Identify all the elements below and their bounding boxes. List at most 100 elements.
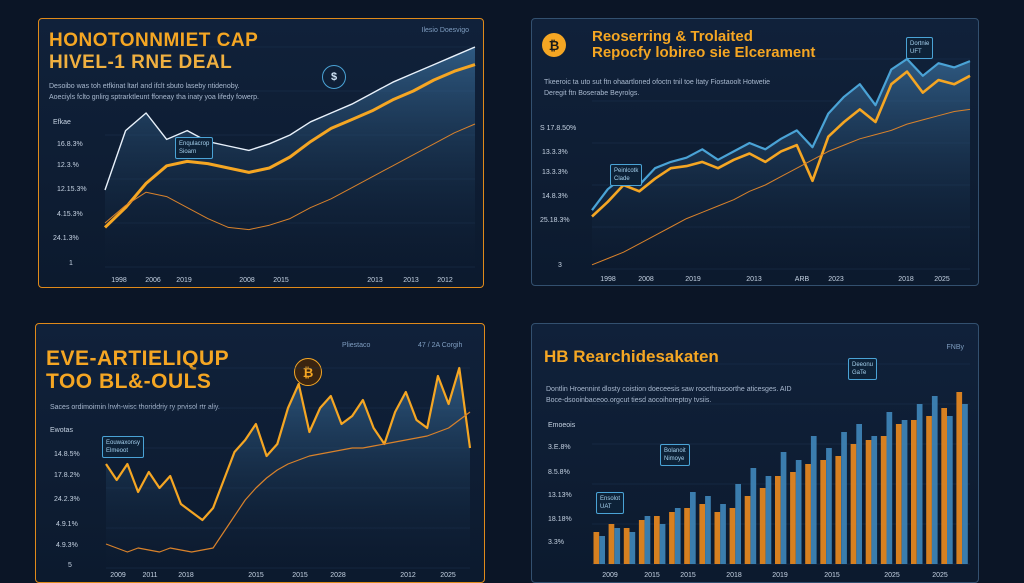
bar-orange [805,464,811,564]
bar-blue [826,448,832,564]
bar-orange [638,520,645,564]
x-tick-label: 2008 [638,276,654,283]
x-tick-label: 1998 [600,276,616,283]
callout-line: Dortnie [910,41,930,47]
bar-orange [926,416,932,564]
area-fill [592,59,970,269]
x-tick-label: ARB [794,276,810,283]
y-tick-label: 1 [69,260,73,267]
y-tick-label: 14.8.3% [542,193,568,200]
y-tick-label: 3 [558,262,562,269]
bar-orange [850,444,857,564]
panel-description-line-1: Desoibo was toh etfkinat ltarl and ifclt… [49,83,240,90]
series-line-blue [591,57,971,211]
panel-description-line-1: Tkeeroic ta uto sut ftn ohaartloned ofoc… [544,79,771,86]
bar-blue [659,524,666,564]
x-tick-label: 2012 [437,277,453,284]
series-line-trend [105,411,471,553]
y-tick-label: 13.3.3% [542,149,568,156]
y-tick-label: 24.1.3% [53,235,79,242]
bar-orange [880,436,887,564]
series-line-orange [103,63,476,229]
panel-description-line-1: Saces ordimoirnin lrwh-wisc thoriddriy r… [50,404,220,411]
bar-chart-rearchidesakaten [592,363,970,565]
callout-line: Enqulacrop [179,141,210,147]
bar-orange [684,508,690,564]
bar-blue [856,424,862,564]
panel-corner-label: Pliestaco [342,342,371,349]
line-chart-reoserring [591,57,971,270]
panel-corner-label-2: 47 / 2A Corgih [418,342,463,349]
x-tick-label: 2019 [176,277,192,284]
bar-orange [654,516,660,564]
y-tick-label: 13.3.3% [542,169,568,176]
y-tick-label: 12.3.% [57,162,79,169]
y-tick-label: 12.15.3% [57,186,87,193]
y-tick-label: 14.8.5% [54,451,80,458]
bar-orange [759,488,766,564]
y-tick-label: 4.9.3% [56,542,78,549]
callout-line: Sioarn [179,149,197,155]
series-line-trend [104,123,476,231]
bitcoin-icon: ₿ [542,33,566,57]
bar-blue [614,528,621,564]
bar-orange [744,496,751,564]
bar-blue [644,516,651,564]
line-chart-eve-artieliqup [105,366,472,569]
panel-description-line-2: Aoeciyls fclto gnlirg sptrarktleunt ffon… [49,94,259,101]
y-tick-label: 5 [68,562,72,569]
bar-orange [865,440,872,564]
bar-orange [623,528,630,564]
bar-orange [941,408,947,564]
bar-blue [886,412,893,564]
bar-blue [916,404,923,564]
bar-orange [956,392,963,564]
bar-blue [690,492,696,564]
bar-blue [735,484,741,564]
chart-callout: Eouwaxonsy Elmeoot [102,436,145,458]
chart-callout: Peinlcotk Clade [610,164,643,186]
bar-blue [705,496,711,564]
y-tick-label: 4.15.3% [57,211,83,218]
x-tick-label: 2018 [898,276,914,283]
chart-panel-market-cap: Ilesio Doesvigo HONOTONNMIET CAP HIVEL-1… [38,18,484,288]
y-tick-label: 24.2.3% [54,496,80,503]
x-tick-label: 1998 [111,277,127,284]
callout-line: Clade [614,176,630,182]
bar-blue [841,432,847,564]
y-tick-label: 17.8.2% [54,472,80,479]
callout-line: Deeonu [852,362,874,368]
panel-title-line-2: TOO BL&-OULS [46,370,212,393]
y-tick-label: 3.3% [548,539,564,546]
bar-orange [911,420,917,564]
bitcoin-icon: ₿ [294,358,322,386]
callout-line: UFT [910,49,922,55]
bar-orange [790,472,796,564]
panel-title-line-1: EVE-ARTIELIQUP [46,347,230,370]
x-tick-label: 2008 [239,277,255,284]
x-tick-label: 2013 [367,277,383,284]
bar-blue [629,532,636,564]
callout-line: Eouwaxonsy [106,440,141,446]
y-tick-label: 13.13% [548,492,572,499]
chart-callout: Enqulacrop Sioarn [175,137,214,159]
panel-corner-label: Ilesio Doesvigo [421,27,469,34]
series-line-orange [591,70,971,218]
callout-line: Bolanoit [664,448,686,454]
y-tick-label: 8.5.8% [548,469,570,476]
bar-blue [962,404,968,564]
bar-orange [714,512,721,564]
chart-panel-reoserring: ₿ Reoserring & Trolaited Repocfy lobireo… [531,18,979,286]
panel-title-line-1: Reoserring & Trolaited [592,28,753,45]
x-tick-label: 2025 [934,276,950,283]
y-tick-label: 25.18.3% [540,217,570,224]
bar-orange [593,532,600,564]
callout-line: Nimoye [664,456,685,462]
y-axis-label: Efkae [53,119,71,126]
dollar-icon: $ [322,65,346,89]
panel-corner-label: FNBy [946,344,965,351]
y-axis-label: Ewotas [50,427,73,434]
bar-orange [835,456,842,564]
bar-orange [820,460,826,564]
x-tick-label: 2013 [403,277,419,284]
